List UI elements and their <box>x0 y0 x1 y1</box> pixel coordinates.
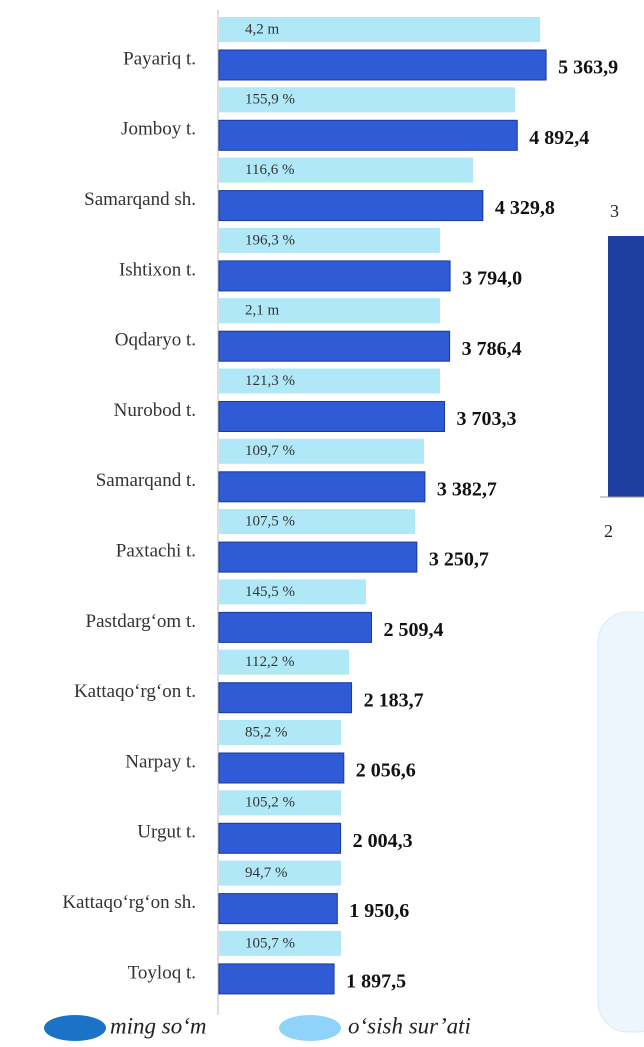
growth-bar <box>219 438 425 464</box>
category-label: Kattaqo‘rg‘on t. <box>74 681 196 702</box>
legend-swatch <box>279 1015 341 1041</box>
value-bar <box>218 682 353 714</box>
growth-bar <box>219 930 342 956</box>
growth-label: 94,7 % <box>245 865 288 881</box>
value-label: 3 786,4 <box>462 338 522 360</box>
growth-label: 121,3 % <box>245 373 295 389</box>
value-bar <box>218 893 338 925</box>
value-bar <box>218 190 484 222</box>
growth-label: 112,2 % <box>245 654 294 670</box>
side-label: 2 <box>604 521 613 541</box>
growth-bar <box>219 17 541 42</box>
value-label: 2 056,6 <box>356 760 416 782</box>
growth-bar <box>219 649 350 675</box>
value-label: 3 250,7 <box>429 549 489 571</box>
value-label: 2 183,7 <box>364 689 424 711</box>
category-label: Ishtixon t. <box>119 259 196 280</box>
value-bar <box>218 49 547 81</box>
growth-label: 105,7 % <box>245 935 295 951</box>
growth-bar <box>219 368 441 394</box>
growth-bar <box>219 157 474 183</box>
value-bar <box>218 541 418 573</box>
value-bar <box>218 119 518 151</box>
side-bar <box>608 236 644 497</box>
growth-label: 116,6 % <box>245 162 294 178</box>
value-bar <box>218 611 372 643</box>
value-bar <box>218 752 345 784</box>
category-label: Oqdaryo t. <box>115 330 196 351</box>
growth-bar <box>219 579 367 605</box>
category-label: Jomboy t. <box>121 119 196 140</box>
category-label: Samarqand sh. <box>84 189 196 210</box>
growth-label: 196,3 % <box>245 232 295 248</box>
growth-label: 107,5 % <box>245 514 295 530</box>
growth-label: 2,1 m <box>245 303 280 319</box>
value-bar <box>218 822 342 854</box>
legend-label: o‘sish sur’ati <box>348 1013 471 1038</box>
value-label: 3 382,7 <box>437 478 497 500</box>
growth-label: 105,2 % <box>245 795 295 811</box>
value-label: 3 703,3 <box>457 408 517 430</box>
side-label: 3 <box>610 201 619 221</box>
category-label: Payariq t. <box>123 48 196 69</box>
value-bar <box>218 401 446 432</box>
category-label: Toyloq t. <box>128 962 196 983</box>
growth-label: 145,5 % <box>245 584 295 600</box>
value-bar <box>218 963 335 995</box>
growth-label: 155,9 % <box>245 92 295 108</box>
value-bar <box>218 330 451 362</box>
category-label: Narpay t. <box>125 751 196 772</box>
category-label: Samarqand t. <box>96 470 196 491</box>
category-label: Paxtachi t. <box>116 540 196 561</box>
growth-bar <box>219 509 416 535</box>
growth-bar <box>219 860 342 886</box>
category-label: Urgut t. <box>137 822 196 843</box>
value-label: 3 794,0 <box>462 267 522 289</box>
growth-bar <box>219 87 516 113</box>
growth-bar <box>219 298 441 324</box>
legend-swatch <box>44 1015 106 1041</box>
category-label: Pastdarg‘om t. <box>86 611 196 632</box>
growth-bar <box>219 720 342 745</box>
growth-label: 109,7 % <box>245 443 295 459</box>
growth-label: 85,2 % <box>245 724 288 740</box>
value-bar <box>218 260 451 292</box>
value-label: 1 950,6 <box>349 900 409 922</box>
legend-label: ming so‘m <box>110 1013 206 1038</box>
growth-bar <box>219 790 342 816</box>
value-label: 4 892,4 <box>529 127 589 149</box>
value-label: 5 363,9 <box>558 57 618 79</box>
value-label: 2 509,4 <box>383 619 443 641</box>
side-panel <box>597 611 644 1033</box>
growth-label: 4,2 m <box>245 21 280 37</box>
value-label: 4 329,8 <box>495 197 555 219</box>
value-bar <box>218 471 426 503</box>
value-label: 1 897,5 <box>346 970 406 992</box>
growth-bar <box>219 227 441 253</box>
category-label: Kattaqo‘rg‘on sh. <box>62 892 196 913</box>
category-label: Nurobod t. <box>114 400 196 421</box>
value-label: 2 004,3 <box>353 830 413 852</box>
